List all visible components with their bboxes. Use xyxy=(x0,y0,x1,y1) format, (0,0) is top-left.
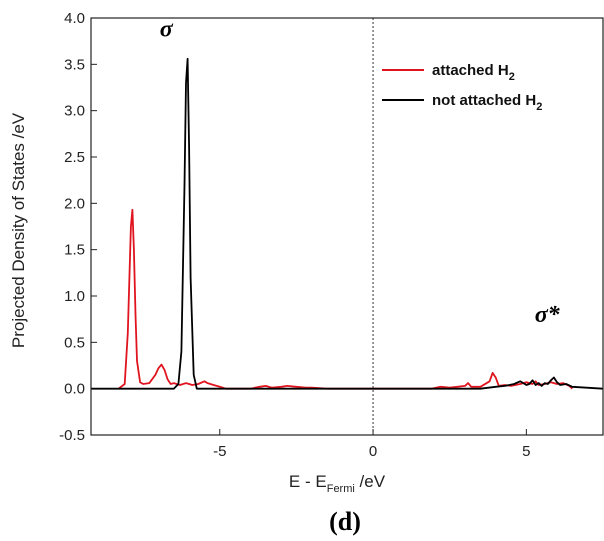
y-tick-label: 0.0 xyxy=(64,381,85,398)
y-tick-label: 2.5 xyxy=(64,149,85,166)
y-tick-label: 4.0 xyxy=(64,10,85,27)
y-tick-label: 1.0 xyxy=(64,288,85,305)
sigma-star-annotation: σ* xyxy=(535,302,561,328)
y-axis-label: Projected Density of States /eV xyxy=(9,112,28,348)
x-tick-label: -5 xyxy=(213,443,226,460)
y-tick-label: 2.0 xyxy=(64,195,85,212)
y-tick-label: 0.5 xyxy=(64,334,85,351)
y-tick-label: 1.5 xyxy=(64,242,85,259)
legend-label-not-attached: not attached H2 xyxy=(432,92,542,113)
x-tick-label: 0 xyxy=(369,443,377,460)
series-line-0 xyxy=(118,208,573,390)
series-line-1 xyxy=(91,57,604,390)
x-tick-label: 5 xyxy=(522,443,530,460)
legend: attached H2 not attached H2 xyxy=(382,62,542,113)
y-tick-label: -0.5 xyxy=(59,427,85,444)
y-tick-label: 3.5 xyxy=(64,56,85,73)
legend-label-attached: attached H2 xyxy=(432,62,515,83)
sigma-annotation: σ xyxy=(160,17,174,43)
panel-label: (d) xyxy=(329,507,361,536)
plot-frame xyxy=(90,17,604,436)
x-axis-label: E - EFermi /eV xyxy=(289,472,386,495)
axis-ticks: -0.5 0.0 0.5 1.0 1.5 2.0 2.5 3.0 3.5 4.0 -5 0 5 xyxy=(59,10,530,460)
series-layer xyxy=(91,57,604,390)
y-tick-label: 3.0 xyxy=(64,103,85,120)
